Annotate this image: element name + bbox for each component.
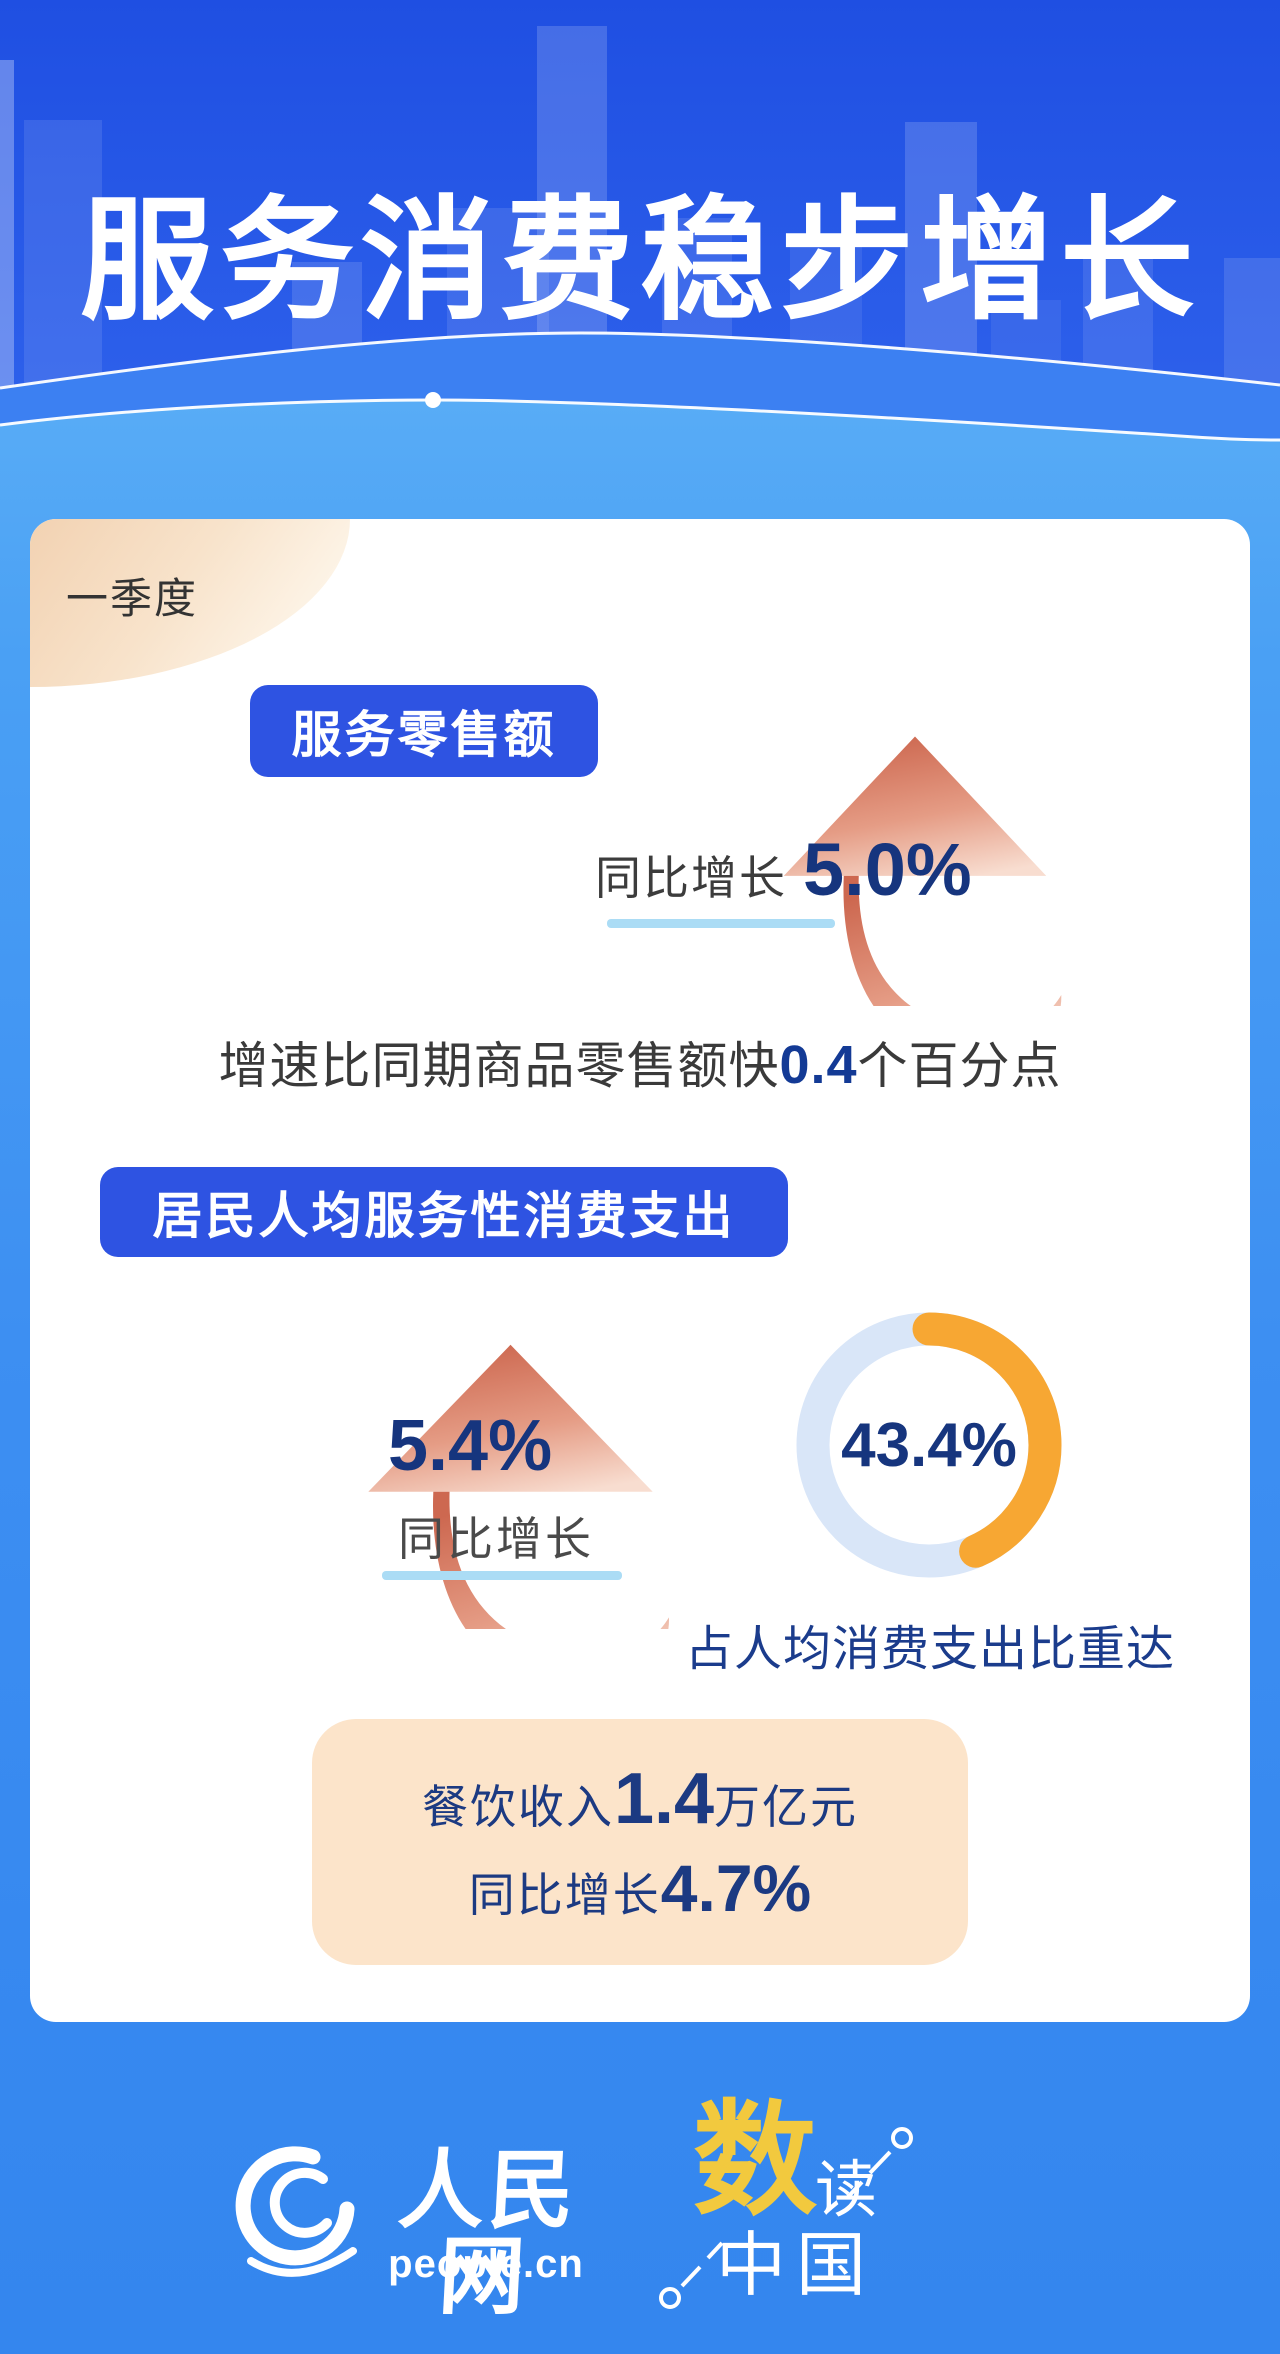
growth-arrow-icon <box>368 1344 669 1629</box>
comparison-statement: 增速比同期商品零售额快0.4个百分点 <box>30 1026 1250 1098</box>
donut-chart <box>796 1312 1062 1578</box>
people-cn-logo-icon <box>235 2146 357 2277</box>
logo-line-decoration <box>659 2127 913 2309</box>
badge-per-capita-label: 居民人均服务性消费支出 <box>152 1188 736 1244</box>
catering-line1-prefix: 餐饮收入 <box>421 1781 614 1833</box>
people-cn-logo-text: 人民网 <box>395 2143 581 2325</box>
comparison-suffix: 个百分点 <box>857 1038 1062 1094</box>
comparison-value: 0.4 <box>779 1035 858 1095</box>
stats-card: 一季度 服务零售额 同比增长 5.0% 增速比同期商品零售额快0.4个百分点 <box>30 519 1250 2022</box>
catering-line2-prefix: 同比增长 <box>468 1869 661 1921</box>
donut-caption: 占人均消费支出比重达 <box>684 1623 1175 1676</box>
catering-line2: 同比增长 4.7% <box>469 1850 811 1926</box>
page-title: 服务消费稳步增长 <box>79 187 1200 336</box>
donut-arc <box>796 1312 1062 1578</box>
service-retail-growth: 同比增长 5.0% <box>595 828 972 911</box>
donut-center-value: 43.4% <box>841 1410 1017 1480</box>
catering-line2-value: 4.7% <box>660 1851 812 1925</box>
people-cn-domain: people.cn <box>388 2242 584 2286</box>
yoy-label: 同比增长 <box>595 852 787 905</box>
badge-service-retail: 服务零售额 <box>250 685 598 777</box>
shudu-zhongguo-logo-du: 读 <box>815 2157 878 2225</box>
wave-dot <box>425 392 441 408</box>
yoy-value: 5.0% <box>803 828 972 911</box>
highlight-underline <box>382 1571 622 1580</box>
catering-line1-value: 1.4 <box>613 1759 715 1839</box>
badge-per-capita: 居民人均服务性消费支出 <box>100 1167 788 1257</box>
catering-line1-suffix: 万亿元 <box>714 1781 859 1833</box>
period-label: 一季度 <box>66 575 199 622</box>
comparison-prefix: 增速比同期商品零售额快 <box>218 1038 780 1094</box>
catering-line1: 餐饮收入 1.4 万亿元 <box>422 1758 858 1840</box>
highlight-underline <box>607 919 835 928</box>
per-capita-yoy-value: 5.4% <box>388 1406 553 1486</box>
shudu-zhongguo-logo-zhongguo: 中国 <box>716 2228 876 2305</box>
per-capita-yoy-label: 同比增长 <box>398 1513 594 1565</box>
growth-arrow-icon <box>783 736 1062 1006</box>
catering-box: 餐饮收入 1.4 万亿元 同比增长 4.7% <box>312 1719 968 1965</box>
badge-service-retail-label: 服务零售额 <box>291 707 557 763</box>
shudu-zhongguo-logo-shu: 数 <box>693 2093 818 2230</box>
